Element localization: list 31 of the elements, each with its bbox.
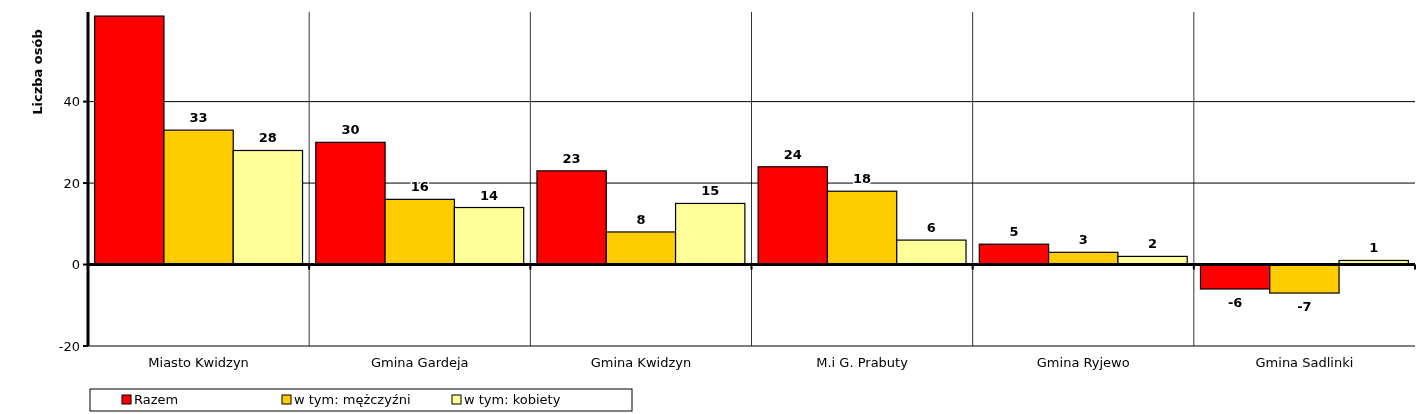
x-tick-label: Gmina Sadlinki — [1255, 355, 1354, 370]
data-label: 28 — [258, 130, 277, 146]
data-label: 3 — [1078, 232, 1088, 248]
x-tick-label: M.i G. Prabuty — [816, 355, 909, 370]
data-label: 33 — [189, 110, 208, 126]
data-label: 5 — [1009, 224, 1019, 240]
y-tick-label: 20 — [63, 175, 80, 191]
x-tick-label: Gmina Ryjewo — [1036, 355, 1130, 370]
data-label: -7 — [1297, 299, 1312, 315]
legend-label: Razem — [134, 392, 179, 407]
legend-label: w tym: mężczyźni — [294, 392, 411, 407]
x-tick-label: Gmina Gardeja — [370, 355, 469, 370]
x-tick-label: Gmina Kwidzyn — [590, 355, 692, 370]
data-label: 15 — [701, 183, 720, 199]
data-label: 1 — [1369, 240, 1379, 256]
data-label: 8 — [636, 211, 646, 227]
y-tick-label: 40 — [63, 94, 80, 110]
data-label: 2 — [1148, 236, 1158, 252]
data-label: 23 — [562, 150, 581, 166]
data-label: 18 — [853, 171, 872, 187]
y-axis-title: Liczba osób — [30, 29, 45, 115]
x-tick-label: Miasto Kwidzyn — [148, 355, 249, 370]
data-label: 30 — [341, 122, 360, 138]
data-label: 14 — [480, 187, 499, 203]
y-tick-label: 0 — [71, 257, 80, 273]
data-label: 24 — [783, 146, 802, 162]
y-tick-label: -20 — [58, 338, 80, 354]
data-label: -6 — [1227, 294, 1243, 310]
legend-label: w tym: kobiety — [464, 392, 561, 407]
data-label: 6 — [926, 220, 936, 236]
data-label: 16 — [410, 179, 429, 195]
